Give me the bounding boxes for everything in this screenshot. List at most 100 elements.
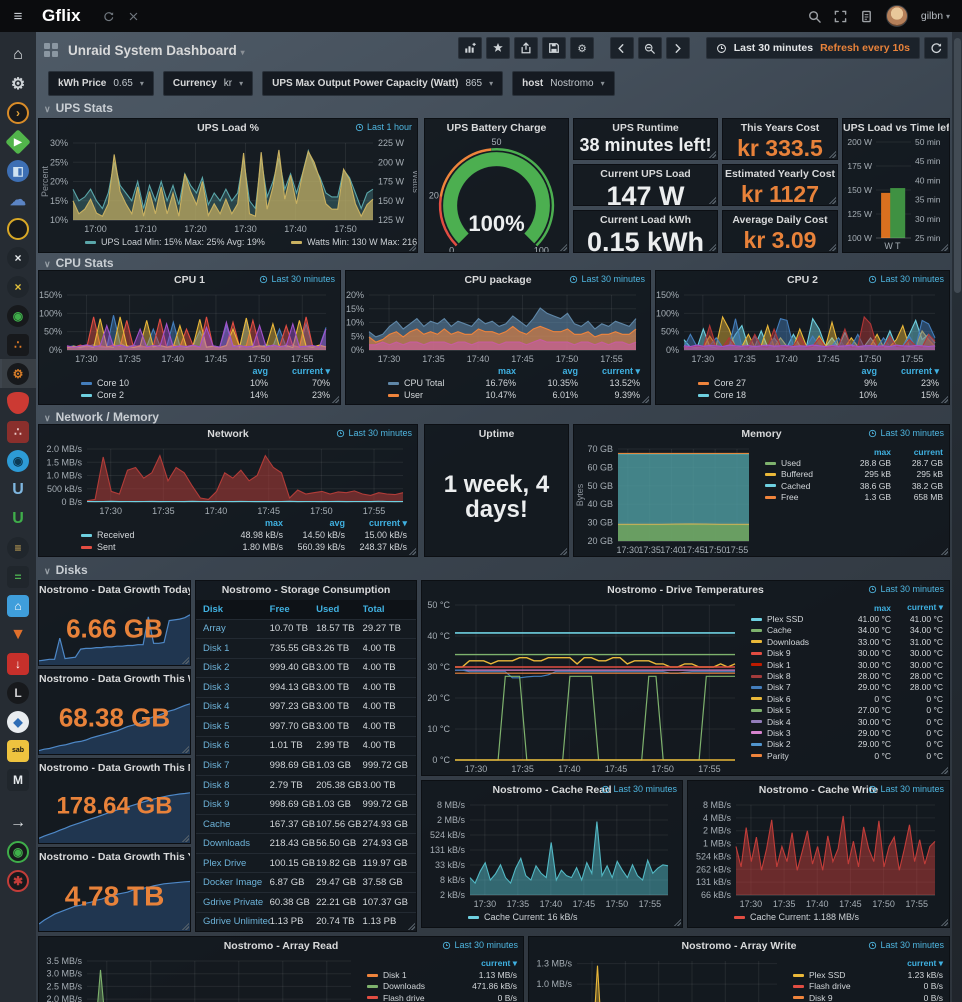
- variable-currency[interactable]: Currency kr ▾: [162, 71, 254, 96]
- sidebar-item-app-cluster-red-icon[interactable]: ∴: [0, 417, 36, 446]
- panel-title[interactable]: Nostromo - Data Growth Today: [39, 584, 190, 596]
- panel-title[interactable]: Network: [207, 428, 249, 440]
- sidebar-item-app-wheel-red-icon[interactable]: ✱: [0, 866, 36, 895]
- section-network-memory[interactable]: ∨ Network / Memory: [44, 410, 159, 424]
- panel-title[interactable]: Current UPS Load: [600, 168, 691, 180]
- panel-title[interactable]: Average Daily Cost: [732, 214, 828, 226]
- panel-resize-handle[interactable]: [673, 918, 681, 926]
- panel-title[interactable]: Nostromo - Data Growth This Week: [39, 673, 190, 685]
- panel-title[interactable]: UPS Load %: [197, 122, 259, 134]
- panel-title[interactable]: Estimated Yearly Cost: [724, 168, 836, 180]
- sidebar-item-app-cross-yellow-icon[interactable]: ×: [0, 272, 36, 301]
- panel-time-range[interactable]: Last 30 minutes: [442, 940, 518, 950]
- table-cell-disk-name[interactable]: Disk 5: [203, 720, 230, 732]
- sidebar-item-app-media-blue-icon[interactable]: ◧: [0, 156, 36, 185]
- panel-resize-handle[interactable]: [708, 243, 716, 251]
- sidebar-item-lazylibrarian-icon[interactable]: L: [0, 678, 36, 707]
- legend-series-name[interactable]: Disk 9: [751, 648, 839, 658]
- section-disks[interactable]: ∨ Disks: [44, 563, 88, 577]
- sidebar-item-app-stack-icon[interactable]: =: [0, 562, 36, 591]
- sidebar-item-logout-icon[interactable]: →: [0, 808, 36, 837]
- legend-series-name[interactable]: Disk 8: [751, 671, 839, 681]
- sidebar-item-jackett-icon[interactable]: M: [0, 765, 36, 794]
- sidebar-item-deluge-drop-icon[interactable]: ◆: [0, 707, 36, 736]
- table-header-used[interactable]: Used: [316, 603, 340, 615]
- legend-column-current[interactable]: current ▾: [481, 958, 517, 969]
- legend-series-name[interactable]: Core 10: [81, 378, 206, 388]
- sidebar-item-app-cross-light-icon[interactable]: ×: [0, 243, 36, 272]
- chart-area[interactable]: 2.0 MB/s 1.5 MB/s 1.0 MB/s 500 kB/s 0 B/s 17:…: [39, 442, 417, 517]
- user-menu[interactable]: gilbn ▾: [920, 10, 950, 22]
- legend-series-name[interactable]: Disk 5: [751, 705, 839, 715]
- sidebar-item-gear-icon[interactable]: ⚙: [0, 69, 36, 98]
- panel-time-range[interactable]: Last 30 minutes: [868, 428, 944, 438]
- table-cell-disk-name[interactable]: Gdrive Private: [203, 896, 264, 908]
- panel-resize-handle[interactable]: [940, 243, 948, 251]
- panel-title[interactable]: Nostromo - Data Growth This Year: [39, 851, 190, 863]
- panel-title[interactable]: Nostromo - Cache Read: [492, 784, 612, 796]
- time-picker[interactable]: Last 30 minutes Refresh every 10s: [705, 37, 920, 59]
- scrollbar-track[interactable]: [952, 32, 962, 1002]
- sidebar-item-heimdall-icon[interactable]: ⌂: [0, 591, 36, 620]
- legend-column-avg[interactable]: avg: [329, 518, 345, 528]
- time-forward-button[interactable]: [665, 37, 690, 59]
- table-cell-disk-name[interactable]: Gdrive Unlimited: [203, 916, 270, 928]
- table-cell-disk-name[interactable]: Disk 2: [203, 662, 230, 674]
- table-cell-disk-name[interactable]: Disk 6: [203, 740, 230, 752]
- table-header-free[interactable]: Free: [269, 603, 290, 615]
- refresh-dashboard-button[interactable]: [924, 37, 948, 59]
- table-cell-disk-name[interactable]: Docker Image: [203, 877, 263, 889]
- panel-resize-handle[interactable]: [559, 547, 567, 555]
- sidebar-item-app-search-yellow-icon[interactable]: [0, 214, 36, 243]
- legend-series-name[interactable]: Plex SSD: [793, 970, 891, 980]
- chart-area[interactable]: 70 GB 60 GB 50 GB 40 GB 30 GB 20 GB 17:30 17:35…: [574, 442, 763, 556]
- panel-title[interactable]: Uptime: [478, 428, 515, 440]
- refresh-interval-label[interactable]: Refresh every 10s: [820, 42, 910, 54]
- sidebar-item-gitlab-icon[interactable]: ▼: [0, 620, 36, 649]
- panel-resize-handle[interactable]: [641, 395, 649, 403]
- legend-series-name[interactable]: Disk 2: [751, 739, 839, 749]
- legend-column-current[interactable]: current ▾: [368, 517, 407, 528]
- legend-series-name[interactable]: Downloads: [367, 981, 465, 991]
- sidebar-item-sabnzbd-icon[interactable]: sab: [0, 736, 36, 765]
- sidebar-item-ubiquiti-icon[interactable]: U: [0, 475, 36, 504]
- legend-series-name[interactable]: Core 18: [698, 390, 815, 400]
- legend-series-name[interactable]: Core 2: [81, 390, 206, 400]
- search-icon[interactable]: [808, 10, 821, 23]
- time-range-label[interactable]: Last 30 minutes: [733, 42, 814, 54]
- panel-time-range[interactable]: Last 1 hour: [355, 122, 412, 132]
- legend-column-max[interactable]: max: [873, 446, 891, 457]
- panel-resize-handle[interactable]: [407, 922, 415, 930]
- panel-title[interactable]: UPS Runtime: [612, 122, 679, 134]
- panel-resize-handle[interactable]: [828, 150, 836, 158]
- panel-title[interactable]: Nostromo - Array Read: [223, 940, 339, 952]
- table-header-total[interactable]: Total: [362, 603, 385, 615]
- sidebar-item-app-eye-blue-icon[interactable]: ◉: [0, 446, 36, 475]
- panel-title[interactable]: This Years Cost: [740, 122, 820, 134]
- add-panel-button[interactable]: [457, 37, 482, 59]
- chart-area[interactable]: 150% 100% 50% 0% 17:30 17:35 17:40 17:45 17:50 17…: [39, 288, 340, 365]
- panel-title[interactable]: CPU 1: [174, 274, 205, 286]
- tab-close-icon[interactable]: [128, 11, 139, 22]
- panel-time-range[interactable]: Last 30 minutes: [868, 784, 944, 794]
- legend-series-name[interactable]: Parity: [751, 751, 839, 761]
- legend-column-max[interactable]: max: [873, 602, 891, 613]
- dashboard-grid-icon[interactable]: [44, 42, 59, 58]
- panel-resize-handle[interactable]: [828, 196, 836, 204]
- legend-series-name[interactable]: Disk 4: [751, 717, 839, 727]
- panel-resize-handle[interactable]: [940, 918, 948, 926]
- mark-favorite-button[interactable]: [485, 37, 510, 59]
- legend-column-current[interactable]: current ▾: [900, 365, 939, 376]
- section-ups-stats[interactable]: ∨ UPS Stats: [44, 101, 113, 115]
- legend-series-name[interactable]: Flash drive: [793, 981, 891, 991]
- kiosk-mode-icon[interactable]: [834, 10, 847, 23]
- legend-series-name[interactable]: Downloads: [751, 637, 839, 647]
- legend-column-current[interactable]: current ▾: [907, 958, 943, 969]
- panel-resize-handle[interactable]: [181, 656, 189, 664]
- legend-column-current[interactable]: current: [913, 446, 943, 457]
- sidebar-item-burger-icon[interactable]: ≡: [0, 533, 36, 562]
- panel-resize-handle[interactable]: [408, 243, 416, 251]
- legend-series-name[interactable]: Disk 9: [793, 993, 891, 1002]
- table-header-disk[interactable]: Disk: [203, 603, 224, 615]
- chart-area[interactable]: 8 MB/s 4 MB/s 2 MB/s 1 MB/s 524 kB/s 262 kB/s…: [688, 798, 949, 910]
